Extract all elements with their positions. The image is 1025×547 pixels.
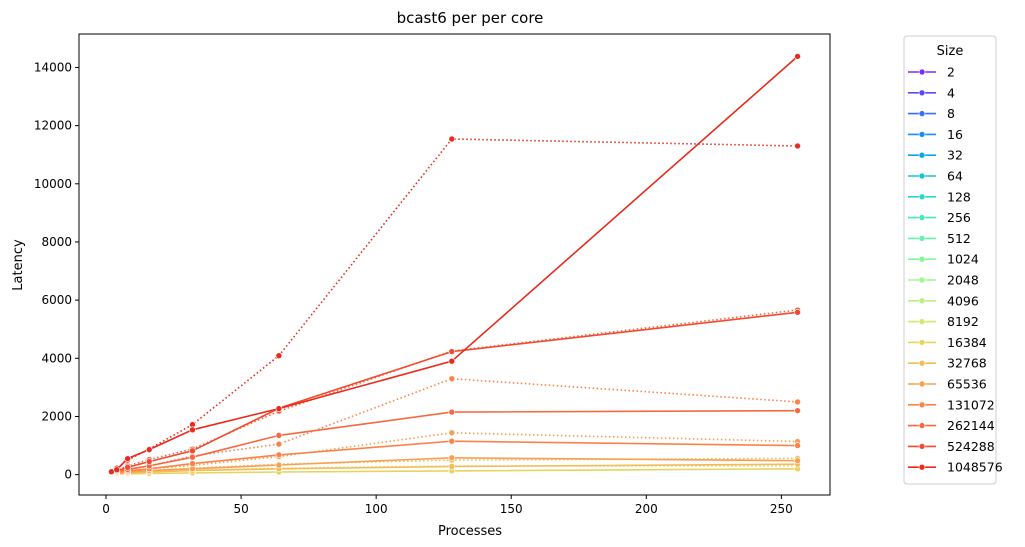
legend-label-6: 128 — [947, 189, 971, 204]
plot-area — [108, 53, 801, 478]
data-point-17-5 — [275, 432, 283, 439]
dotted-point-5-7 — [794, 142, 801, 150]
y-axis-label: Latency — [11, 239, 26, 291]
legend-title: Size — [937, 44, 964, 59]
y-tick-label-5: 10000 — [34, 177, 72, 191]
dotted-point-3-6 — [448, 375, 456, 382]
legend-swatch-marker-4 — [918, 151, 926, 159]
dotted-point-5-5 — [275, 352, 283, 359]
y-tick-label-6: 12000 — [34, 119, 72, 133]
legend-swatch-marker-7 — [918, 214, 926, 221]
data-point-16-5 — [275, 451, 283, 459]
y-tick-label-0: 0 — [64, 468, 72, 482]
x-tick-label-5: 250 — [770, 502, 793, 516]
data-point-15-7 — [794, 457, 801, 464]
legend-swatch-marker-12 — [918, 318, 926, 325]
data-point-18-6 — [448, 348, 456, 355]
legend-label-1: 4 — [947, 85, 955, 100]
data-point-19-1 — [113, 466, 121, 473]
legend-label-16: 131072 — [947, 397, 995, 412]
data-point-19-7 — [794, 53, 801, 60]
data-point-15-6 — [448, 454, 456, 462]
legend-label-0: 2 — [947, 65, 955, 80]
legend-label-14: 32768 — [947, 356, 987, 371]
data-point-19-3 — [145, 446, 153, 453]
legend-swatch-marker-5 — [918, 172, 926, 180]
legend-label-17: 262144 — [947, 418, 995, 433]
legend-swatch-marker-11 — [918, 297, 926, 305]
legend-swatch-marker-14 — [918, 359, 926, 367]
data-point-18-3 — [145, 458, 153, 465]
legend-swatch-marker-1 — [918, 89, 926, 97]
data-point-17-4 — [189, 453, 196, 461]
y-tick-label-2: 4000 — [41, 351, 72, 365]
legend-frame — [903, 35, 997, 485]
legend-swatch-marker-0 — [918, 68, 926, 76]
x-tick-label-0: 0 — [102, 502, 110, 516]
legend-swatch-marker-9 — [918, 255, 926, 263]
data-point-19-2 — [124, 455, 131, 462]
data-point-16-4 — [189, 460, 196, 467]
y-tick-label-4: 8000 — [41, 235, 72, 249]
legend-label-13: 16384 — [947, 335, 987, 350]
legend-label-15: 65536 — [947, 377, 987, 392]
dotted-point-3-7 — [794, 398, 801, 406]
data-point-19-6 — [448, 357, 456, 365]
dotted-point-5-6 — [448, 135, 456, 143]
data-point-16-7 — [794, 442, 801, 449]
legend-swatch-marker-15 — [918, 380, 926, 388]
legend-label-18: 524288 — [947, 439, 995, 454]
legend-label-3: 16 — [947, 127, 963, 142]
data-point-18-2 — [124, 464, 131, 471]
data-point-17-7 — [794, 407, 801, 414]
data-point-18-7 — [794, 309, 801, 316]
legend-swatch-marker-19 — [918, 463, 926, 471]
legend-label-8: 512 — [947, 231, 971, 246]
legend-label-4: 32 — [947, 148, 963, 163]
y-tick-label-3: 6000 — [41, 293, 72, 307]
data-point-15-5 — [275, 461, 283, 469]
x-axis-label: Processes — [438, 524, 502, 539]
y-tick-label-7: 14000 — [34, 60, 72, 74]
legend-label-10: 2048 — [947, 273, 979, 288]
legend-swatch-marker-6 — [918, 193, 926, 201]
data-point-19-0 — [108, 468, 115, 476]
data-point-14-6 — [448, 463, 456, 470]
plot-frame — [78, 33, 831, 496]
legend-label-2: 8 — [947, 106, 955, 121]
y-tick-label-1: 2000 — [41, 409, 72, 423]
data-point-18-4 — [189, 447, 196, 455]
legend-label-19: 1048576 — [947, 460, 1003, 475]
legend-swatch-marker-3 — [918, 131, 926, 138]
x-tick-label-4: 200 — [635, 502, 658, 516]
legend-swatch-marker-8 — [918, 235, 926, 242]
x-tick-label-1: 50 — [233, 502, 248, 516]
data-point-19-5 — [275, 405, 283, 412]
legend-swatch-marker-10 — [918, 276, 926, 284]
data-point-17-6 — [448, 408, 456, 416]
dotted-point-2-6 — [448, 429, 456, 437]
legend-swatch-marker-18 — [918, 443, 926, 450]
axes: 0 50 100 150 200 250 0 2000 4000 6000 8000 10000 120… — [34, 60, 793, 516]
legend-swatch-marker-2 — [918, 110, 926, 117]
dotted-point-3-5 — [275, 440, 283, 448]
legend-label-12: 8192 — [947, 314, 979, 329]
legend-label-11: 4096 — [947, 293, 979, 308]
data-point-16-6 — [448, 437, 456, 445]
chart-title: bcast6 per per core — [397, 9, 544, 27]
legend: Size 2 4 8 16 32 64 128 256 512 1024 2048 4096 8192 1… — [903, 35, 1003, 485]
legend-swatch-marker-13 — [918, 339, 926, 346]
legend-swatch-marker-16 — [918, 401, 926, 409]
x-tick-label-2: 100 — [365, 502, 388, 516]
x-tick-label-3: 150 — [500, 502, 523, 516]
legend-label-9: 1024 — [947, 252, 979, 267]
legend-swatch-marker-17 — [918, 422, 926, 429]
legend-label-7: 256 — [947, 210, 971, 225]
data-point-19-4 — [189, 426, 196, 434]
legend-label-5: 64 — [947, 169, 963, 184]
